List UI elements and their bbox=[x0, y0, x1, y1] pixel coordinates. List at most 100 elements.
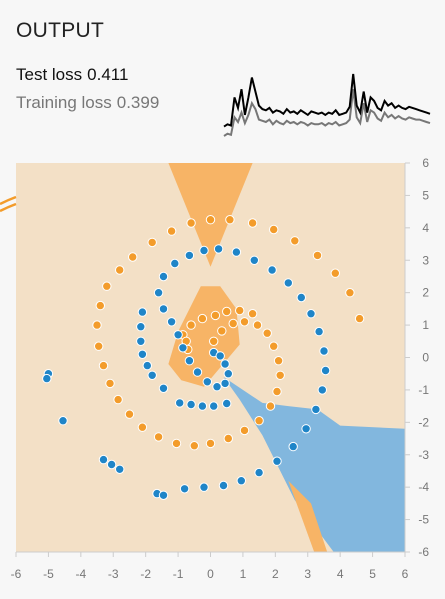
x-tick-label: -2 bbox=[140, 567, 151, 581]
blue-data-point bbox=[272, 456, 282, 466]
orange-data-point bbox=[269, 224, 279, 235]
blue-data-point bbox=[158, 271, 169, 282]
blue-data-point bbox=[317, 385, 327, 395]
training-loss: Training loss 0.399 bbox=[16, 93, 159, 113]
blue-data-point bbox=[153, 288, 164, 298]
blue-data-point bbox=[58, 416, 68, 426]
blue-data-point bbox=[178, 343, 188, 353]
orange-data-point bbox=[247, 309, 258, 319]
y-tick-label: -5 bbox=[418, 513, 429, 527]
orange-data-point bbox=[186, 218, 196, 228]
edge-arcs bbox=[0, 195, 17, 213]
orange-data-point bbox=[171, 438, 182, 449]
training-loss-line bbox=[223, 89, 431, 137]
blue-data-point bbox=[213, 244, 224, 254]
x-tick-label: -1 bbox=[173, 567, 184, 581]
blue-data-point bbox=[320, 365, 331, 376]
blue-data-point bbox=[223, 369, 234, 379]
blue-data-point bbox=[186, 399, 196, 410]
orange-data-point bbox=[262, 328, 272, 338]
blue-data-point bbox=[199, 245, 209, 256]
orange-wedge-top bbox=[168, 163, 253, 267]
orange-data-point bbox=[217, 326, 227, 336]
training-loss-label: Training loss bbox=[16, 93, 112, 112]
test-loss-line bbox=[223, 73, 431, 128]
orange-data-point bbox=[102, 281, 112, 291]
orange-data-point bbox=[252, 320, 263, 330]
blue-data-point bbox=[220, 359, 230, 369]
x-tick-label: -4 bbox=[75, 567, 86, 581]
data-points bbox=[42, 215, 365, 500]
blue-region bbox=[223, 376, 405, 552]
orange-data-point bbox=[222, 306, 232, 317]
y-tick-label: -2 bbox=[418, 415, 429, 429]
blue-data-point bbox=[184, 250, 195, 261]
blue-data-point bbox=[158, 304, 169, 314]
orange-data-point bbox=[94, 341, 104, 351]
x-tick-label: 2 bbox=[272, 567, 279, 581]
orange-data-point bbox=[124, 409, 135, 419]
y-tick-label: -4 bbox=[418, 480, 429, 494]
blue-data-point bbox=[319, 346, 329, 356]
blue-data-point bbox=[267, 265, 277, 275]
orange-data-point bbox=[92, 320, 102, 330]
orange-data-point bbox=[147, 237, 157, 248]
orange-data-point bbox=[210, 310, 221, 321]
blue-data-point bbox=[42, 373, 52, 384]
orange-data-point bbox=[354, 313, 365, 324]
orange-wedge-bottom bbox=[288, 480, 328, 552]
orange-data-point bbox=[225, 215, 235, 225]
blue-data-point bbox=[254, 467, 264, 478]
x-tick-label: -5 bbox=[43, 567, 54, 581]
orange-data-point bbox=[345, 288, 355, 298]
blue-data-point bbox=[311, 404, 321, 415]
blue-data-point bbox=[314, 326, 324, 337]
blue-data-point bbox=[283, 278, 293, 288]
orange-data-point bbox=[269, 341, 279, 351]
blue-data-point bbox=[106, 459, 117, 470]
blue-data-point bbox=[296, 292, 306, 303]
plot-axes: -6 -5 -4 -3 -2 -1 0 1 2 3 4 5 6 6 5 4 3 2 1 0 -1 -2 -3 -4 -5 -6 bbox=[11, 156, 430, 581]
test-loss: Test loss 0.411 bbox=[16, 65, 128, 85]
x-tick-label: 4 bbox=[337, 567, 344, 581]
blue-data-point bbox=[137, 349, 148, 360]
blue-data-point bbox=[175, 398, 185, 408]
blue-data-point bbox=[173, 330, 183, 340]
blue-data-point bbox=[98, 454, 109, 465]
y-tick-label: -1 bbox=[418, 383, 429, 397]
blue-data-point bbox=[236, 476, 247, 486]
x-tick-label: 1 bbox=[240, 567, 247, 581]
orange-data-point bbox=[153, 432, 164, 442]
orange-data-point bbox=[330, 268, 340, 278]
orange-data-point bbox=[105, 378, 115, 389]
orange-data-point bbox=[265, 401, 276, 411]
orange-data-point bbox=[312, 250, 323, 261]
orange-data-point bbox=[115, 265, 125, 275]
test-loss-label: Test loss bbox=[16, 65, 83, 84]
y-tick-label: 6 bbox=[422, 156, 429, 170]
orange-data-point bbox=[290, 236, 300, 246]
blue-data-point bbox=[179, 484, 190, 494]
orange-data-point bbox=[205, 438, 216, 449]
blue-data-point bbox=[212, 382, 222, 392]
blue-data-point bbox=[288, 441, 298, 452]
y-tick-label: 4 bbox=[422, 221, 429, 235]
orange-data-point bbox=[273, 356, 284, 366]
training-loss-value: 0.399 bbox=[116, 93, 160, 112]
x-tick-label: -3 bbox=[108, 567, 119, 581]
blue-data-point bbox=[158, 490, 169, 500]
blue-data-point bbox=[158, 383, 169, 394]
blue-data-point bbox=[209, 401, 219, 411]
orange-data-point bbox=[186, 320, 196, 330]
blue-data-point bbox=[166, 317, 177, 327]
x-tick-label: 0 bbox=[207, 567, 214, 581]
y-tick-label: 5 bbox=[422, 188, 429, 202]
test-loss-value: 0.411 bbox=[87, 65, 129, 84]
orange-data-point bbox=[228, 318, 238, 329]
orange-data-point bbox=[113, 394, 123, 405]
blue-data-point bbox=[301, 424, 311, 434]
y-tick-label: 3 bbox=[422, 253, 429, 267]
blue-data-point bbox=[249, 255, 260, 266]
y-tick-label: -6 bbox=[418, 545, 429, 559]
blue-data-point bbox=[170, 258, 180, 269]
